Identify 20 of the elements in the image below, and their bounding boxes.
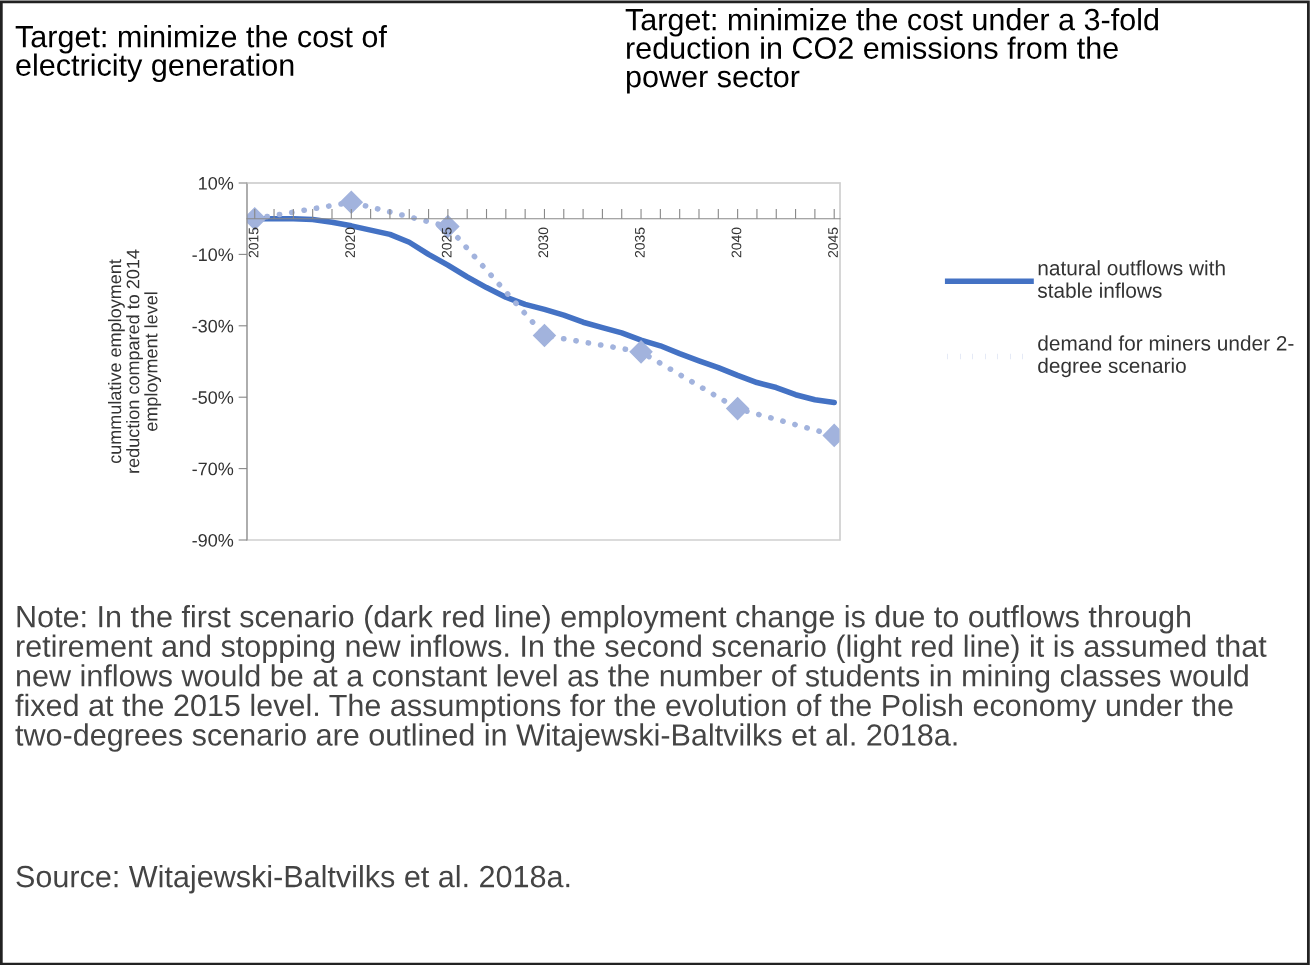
y-tick-label: -90% bbox=[192, 533, 234, 547]
legend-label: demand for miners under 2- degree scenario bbox=[1038, 335, 1294, 378]
y-tick-label: -70% bbox=[192, 462, 234, 476]
x-tick-label: 2025 bbox=[441, 227, 452, 258]
legend-label: natural outflows with stable inflows bbox=[1037, 260, 1225, 298]
x-tick-label: 2045 bbox=[828, 227, 838, 258]
x-tick-label: 2040 bbox=[731, 227, 742, 258]
y-tick-label: 10% bbox=[199, 176, 234, 190]
y-axis-title: cummulative employment reduction compared to 2014 employment level bbox=[107, 249, 162, 473]
source-note: Source: Witajewski-Baltvilks et al. 2018a. bbox=[16, 865, 570, 894]
chart-title: Target: minimize the cost of electricity generation bbox=[15, 25, 387, 82]
text: Note: In the first scenario (dark red line) employment change is due to outflows through retirement and stopping new inflows. In the second scenario (light red line) it is assumed that new inflows would be at a constant level as the number of students in mining classes would fixed at the 2015 level. The assumptions for the evolution of the Polish economy under the two-degrees scenario are outlined in Witajewski-Baltvilks et al. 2018a. bbox=[15, 605, 1267, 752]
chart-subtitle: Target: minimize the cost under a 3-fold reduction in CO2 emissions from the power sector bbox=[625, 8, 1158, 94]
y-tick-label: -10% bbox=[192, 248, 234, 262]
x-tick-label: 2030 bbox=[538, 227, 549, 258]
y-tick-label: -30% bbox=[192, 319, 234, 333]
x-tick-label: 2020 bbox=[345, 227, 356, 258]
x-tick-label: 2035 bbox=[634, 227, 645, 258]
x-tick-label: 2015 bbox=[248, 227, 259, 258]
y-tick-label: -50% bbox=[192, 391, 234, 404]
